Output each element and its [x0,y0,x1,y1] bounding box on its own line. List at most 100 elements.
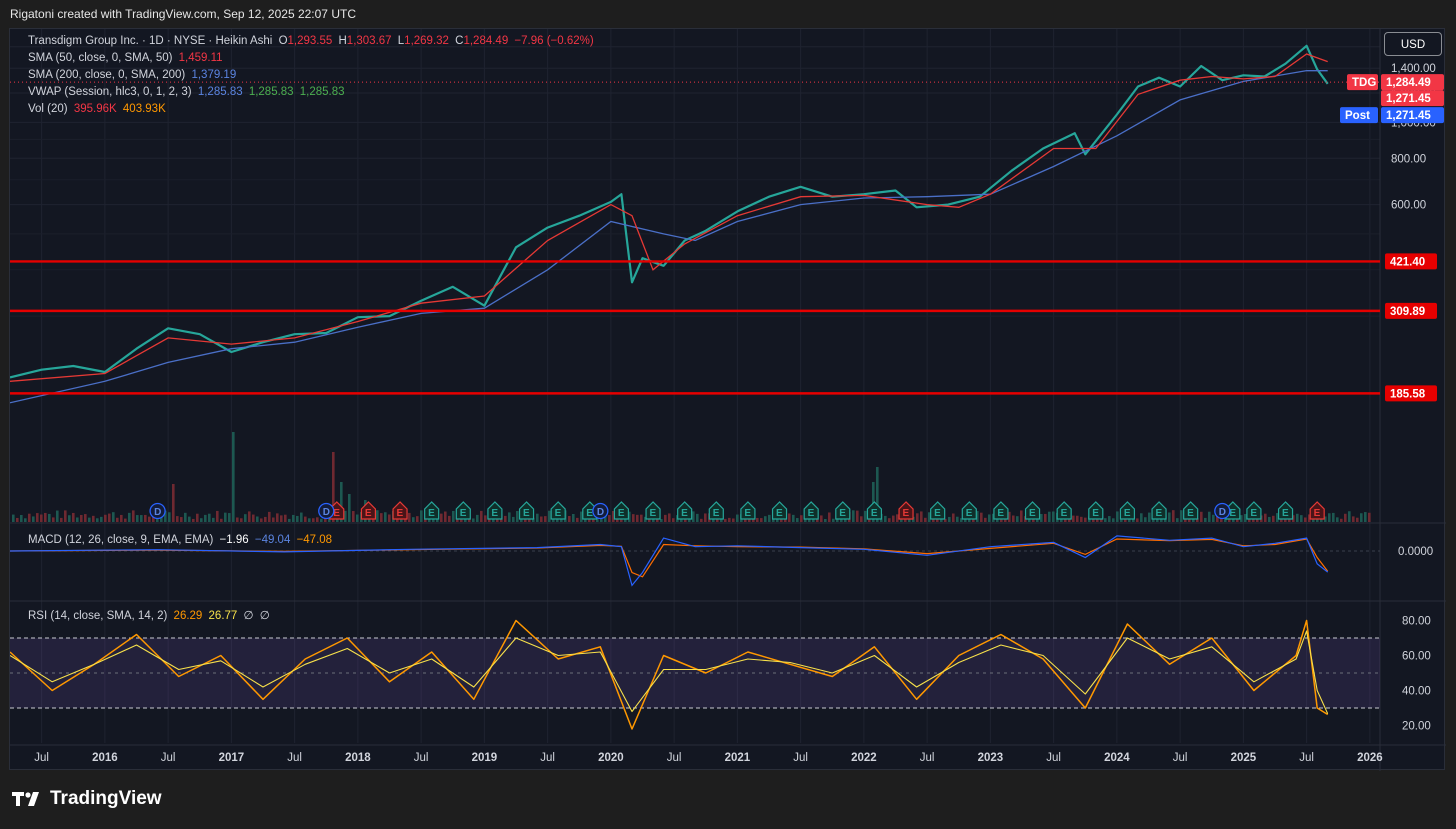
rsi-axis-tick: 20.00 [1402,721,1431,733]
earnings-marker [455,501,471,520]
earnings-marker-label: E [1282,508,1289,519]
volume-bar [356,514,359,522]
chart-frame[interactable]: 421.40 309.89 185.58 600.00 800.00 1,000.00 1,… [9,28,1446,771]
rsi-value-4: ∅ [259,610,270,622]
volume-bar [1240,515,1243,522]
price-tag-value-bg [1381,90,1444,107]
volume-bar [728,517,731,522]
time-axis-tick: 2019 [472,752,498,764]
support-level-label: 421.40 [1390,256,1425,268]
symbol-title[interactable]: Transdigm Group Inc. · 1D · NYSE · Heiki… [28,35,273,47]
volume-bar [300,512,303,522]
earnings-marker-label: E [397,508,404,519]
volume-bar [420,510,423,522]
grid-lines [10,29,1380,743]
volume-bar [1052,511,1055,522]
close-value: 1,284.49 [463,35,509,47]
volume-bar [812,518,815,522]
earnings-marker-label: E [650,508,657,519]
time-axis-tick: Jul [540,752,555,764]
dividend-marker-label: D [597,507,604,518]
volume-bar [888,518,891,522]
volume-bar [40,514,43,522]
volume-bar [1272,515,1275,522]
volume-bar [236,517,239,522]
macd-value-3: −47.08 [296,534,333,546]
volume-bar [220,518,223,522]
volume-bar [636,514,639,522]
volume-bar [28,513,31,522]
rsi-legend[interactable]: RSI (14, close, SMA, 14, 2) 26.29 26.77 … [28,608,273,625]
volume-bar [824,518,827,522]
price-tag-symbol: Post [1345,110,1370,122]
volume-bar [1200,511,1203,522]
macd-axis-tick: 0.0000 [1398,546,1433,558]
volume-bar [296,515,299,522]
volume-bar [196,513,199,522]
volume-bar [96,518,99,522]
time-axis-tick: 2024 [1104,752,1130,764]
volume-bar [1364,512,1367,522]
volume-bar [856,510,859,522]
volume-bar [1236,517,1239,522]
price-tag-value: 1,271.45 [1386,93,1431,105]
vwap-legend[interactable]: VWAP (Session, hlc3, 0, 1, 2, 3) 1,285.8… [28,84,348,101]
volume-bar [24,518,27,522]
tradingview-logo[interactable]: TradingView [12,786,162,812]
vol-legend[interactable]: Vol (20) 395.96K 403.93K [28,101,169,118]
volume-bar [864,510,867,522]
volume-bar [416,516,419,522]
sma200-line [10,69,1328,404]
earnings-marker [1183,501,1199,520]
time-axis-tick: Jul [1046,752,1061,764]
volume-bar [1176,518,1179,522]
earnings-marker [550,501,566,520]
earnings-marker-label: E [1314,508,1321,519]
volume-bar [184,512,187,522]
volume-bar [44,512,47,522]
macd-legend[interactable]: MACD (12, 26, close, 9, EMA, EMA) −1.96 … [28,532,335,549]
volume-bar [1224,517,1227,522]
volume-bar [412,517,415,522]
volume-bar [1044,513,1047,522]
volume-bar [136,515,139,522]
earnings-marker-label: E [776,508,783,519]
volume-bar [540,516,543,522]
price-axis-tick: 1,400.00 [1391,63,1436,75]
volume-bar [204,514,207,522]
macd-value-2: −49.04 [254,534,291,546]
time-axis-tick: Jul [793,752,808,764]
volume-bar [840,518,843,522]
volume-bar [104,514,107,522]
chart-canvas[interactable]: 421.40309.89185.58600.00800.001,000.001,… [10,29,1446,771]
volume-bar [956,516,959,522]
currency-button[interactable]: USD [1384,32,1442,56]
volume-bar [156,516,159,522]
high-value: 1,303.67 [346,35,392,47]
sma200-legend[interactable]: SMA (200, close, 0, SMA, 200) 1,379.19 [28,67,239,84]
volume-bar [684,517,687,522]
volume-bar [1336,517,1339,522]
volume-bar [76,517,79,522]
earnings-marker-label: E [839,508,846,519]
volume-bar [256,516,259,522]
volume-bar [960,518,963,522]
volume-bar [144,514,147,522]
earnings-marker [677,501,693,520]
earnings-marker-label: E [1187,508,1194,519]
volume-bar [860,516,863,522]
volume-bar [312,518,315,522]
volume-bar [988,514,991,522]
sma50-legend[interactable]: SMA (50, close, 0, SMA, 50) 1,459.11 [28,50,226,67]
earnings-marker-label: E [428,508,435,519]
volume-bar [1072,515,1075,522]
earnings-marker-label: E [713,508,720,519]
volume-bar [1292,515,1295,522]
earnings-marker [866,501,883,520]
volume-bar [60,517,63,522]
volume-bar [1180,510,1183,522]
volume-bar [1296,513,1299,522]
time-axis-tick: 2025 [1231,752,1257,764]
earnings-marker [392,501,408,520]
time-axis-tick: Jul [667,752,682,764]
